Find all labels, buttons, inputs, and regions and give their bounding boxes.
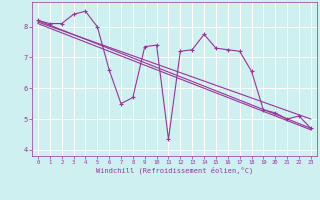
X-axis label: Windchill (Refroidissement éolien,°C): Windchill (Refroidissement éolien,°C) (96, 167, 253, 174)
